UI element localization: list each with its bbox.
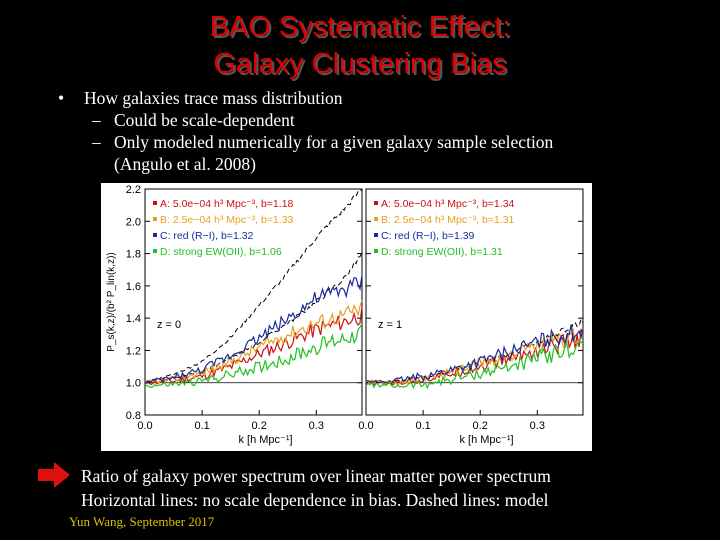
y-tick-label: 0.8 [126,410,141,422]
y-tick-label: 2.0 [126,216,141,228]
bullet-main: • How galaxies trace mass distribution [58,87,553,109]
legend-marker-C [153,233,157,237]
legend-marker-D [374,249,378,253]
series-line-B [365,328,584,387]
legend-entry-D: D: strong EW(OII), b=1.31 [381,246,503,258]
series-line-A [365,328,584,387]
y-tick-label: 1.8 [126,249,141,261]
model-line [144,251,363,384]
bias-ratio-chart: P_s(k,z)/(b² P_lin(k,z)) 0.8 1.0 1.2 1.4 1.6 1… [106,184,584,446]
caption-line1: Ratio of galaxy power spectrum over line… [81,466,551,486]
bullet-sub-2: – Only modeled numerically for a given ga… [58,131,553,153]
series-line-D [365,341,584,390]
y-tick-label: 1.4 [126,313,141,325]
legend-marker-C [374,233,378,237]
caption-line2: Horizontal lines: no scale dependence in… [81,490,549,510]
y-tick-label: 1.6 [126,281,141,293]
legend-entry-A: A: 5.0e−04 h³ Mpc⁻³, b=1.18 [160,198,294,210]
legend-marker-A [153,201,157,205]
legend-marker-D [153,249,157,253]
x-axis-label: k [h Mpc⁻¹] [459,434,513,446]
bullet-main-text: How galaxies trace mass distribution [84,88,343,108]
z-label: z = 0 [157,319,181,331]
series-line-C [144,274,363,385]
x-tick-label: 0.2 [473,420,488,432]
x-tick-label: 0.0 [137,420,152,432]
x-tick-label: 0.0 [358,420,373,432]
footer: Yun Wang, September 2017 [69,514,215,529]
legend-entry-A: A: 5.0e−04 h³ Mpc⁻³, b=1.34 [381,198,515,210]
model-line [144,188,363,384]
legend-marker-A [374,201,378,205]
bullet-sub-1-text: Could be scale-dependent [114,110,295,130]
bullet-sub-2-text: Only modeled numerically for a given gal… [114,132,554,152]
x-tick-label: 0.1 [194,420,209,432]
legend-entry-D: D: strong EW(OII), b=1.06 [160,246,282,258]
bullet-dash: – [92,132,101,152]
z-label: z = 1 [378,319,402,331]
legend-marker-B [153,217,157,221]
legend-entry-C: C: red (R−I), b=1.32 [160,230,254,242]
series-line-D [144,323,363,389]
caption: Ratio of galaxy power spectrum over line… [81,464,551,512]
series-line-C [365,324,584,385]
x-tick-label: 0.1 [415,420,430,432]
legend-entry-B: B: 2.5e−04 h³ Mpc⁻³, b=1.31 [381,214,515,226]
series-line-A [144,306,363,385]
x-tick-label: 0.3 [530,420,545,432]
slide-title-line1: BAO Systematic Effect: [209,11,511,43]
y-tick-label: 1.0 [126,378,141,390]
slide-title-line2: Galaxy Clustering Bias [213,48,507,80]
panel-frame [365,188,584,416]
x-tick-label: 0.3 [309,420,324,432]
figure: P_s(k,z)/(b² P_lin(k,z)) 0.8 1.0 1.2 1.4 1.6 1… [101,183,592,451]
legend-entry-B: B: 2.5e−04 h³ Mpc⁻³, b=1.33 [160,214,294,226]
y-tick-label: 2.2 [126,184,141,196]
bullet-sub-1: – Could be scale-dependent [58,109,553,131]
red-arrow-icon [38,462,70,488]
bullet-dot: • [58,88,65,108]
model-line [365,318,584,384]
bullet-sub-2-cont: (Angulo et al. 2008) [114,154,256,174]
y-tick-label: 1.2 [126,345,141,357]
x-tick-label: 0.2 [252,420,267,432]
bullet-list: • How galaxies trace mass distribution – C… [58,87,553,175]
legend-marker-B [374,217,378,221]
bullet-dash: – [92,110,101,130]
legend-entry-C: C: red (R−I), b=1.39 [381,230,475,242]
x-axis-label: k [h Mpc⁻¹] [238,434,292,446]
y-axis-label: P_s(k,z)/(b² P_lin(k,z)) [106,252,117,351]
